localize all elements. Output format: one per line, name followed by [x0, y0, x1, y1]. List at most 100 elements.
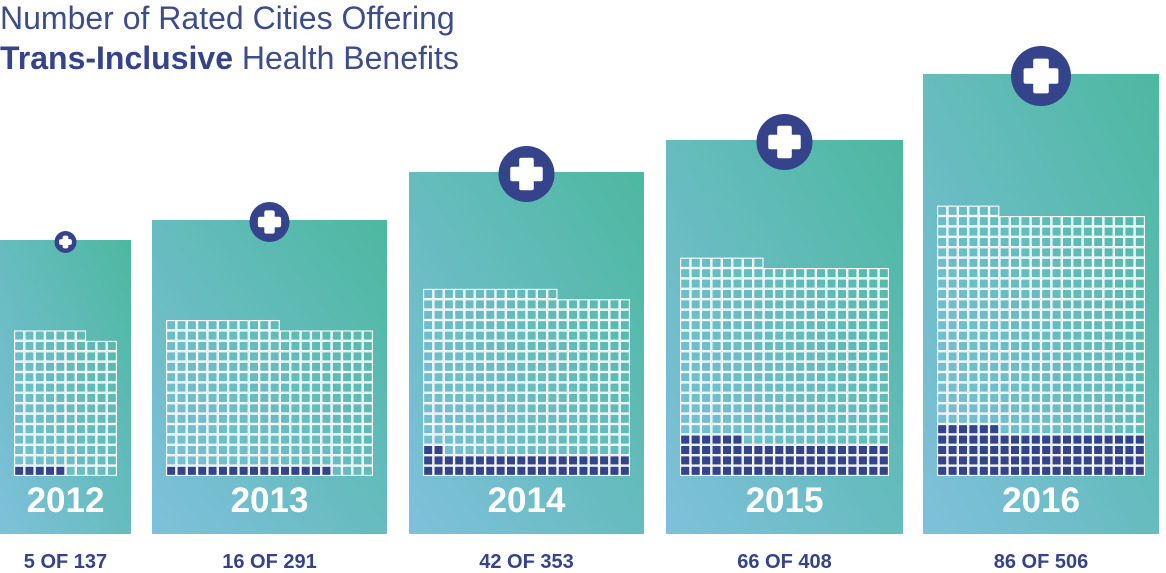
empty-cell	[784, 330, 795, 341]
empty-cell	[700, 392, 712, 404]
empty-cell	[269, 372, 280, 383]
empty-cell	[310, 455, 322, 466]
empty-cell	[815, 413, 827, 424]
empty-cell	[598, 351, 610, 362]
empty-cell	[526, 288, 537, 300]
empty-cell	[1041, 247, 1052, 258]
empty-cell	[24, 340, 35, 352]
filled-cell	[1020, 465, 1031, 476]
empty-cell	[794, 299, 806, 310]
empty-cell	[1113, 351, 1125, 362]
empty-cell	[836, 330, 848, 341]
empty-cell	[65, 372, 76, 383]
filled-cell	[1124, 455, 1135, 466]
empty-cell	[947, 247, 958, 258]
empty-cell	[598, 330, 610, 341]
empty-cell	[947, 236, 958, 248]
empty-cell	[1082, 424, 1093, 435]
empty-cell	[588, 330, 599, 341]
empty-cell	[721, 257, 733, 268]
empty-cell	[805, 413, 816, 424]
empty-cell	[1041, 288, 1052, 300]
empty-cell	[454, 434, 465, 445]
empty-cell	[75, 382, 87, 393]
empty-cell	[474, 351, 486, 362]
filled-cell	[1030, 444, 1041, 456]
filled-cell	[999, 465, 1010, 476]
filled-cell	[464, 465, 475, 476]
empty-cell	[44, 424, 56, 435]
medical-cross-icon	[1011, 46, 1071, 106]
empty-cell	[609, 382, 620, 393]
empty-cell	[331, 330, 342, 341]
empty-cell	[516, 351, 527, 362]
empty-cell	[1082, 278, 1093, 289]
empty-cell	[690, 382, 701, 393]
empty-cell	[588, 361, 599, 372]
filled-cell	[989, 455, 1000, 466]
empty-cell	[55, 403, 66, 414]
empty-cell	[1072, 257, 1083, 268]
empty-cell	[690, 424, 701, 435]
empty-cell	[495, 361, 506, 372]
empty-cell	[290, 413, 301, 424]
empty-cell	[24, 455, 35, 466]
empty-cell	[96, 382, 107, 393]
empty-cell	[464, 340, 475, 352]
empty-cell	[65, 413, 76, 424]
empty-cell	[784, 309, 795, 320]
empty-cell	[495, 372, 506, 383]
empty-cell	[1093, 413, 1104, 424]
filled-cell	[732, 444, 743, 456]
empty-cell	[989, 247, 1000, 258]
empty-cell	[1009, 330, 1021, 341]
empty-cell	[1082, 372, 1093, 383]
filled-cell	[290, 465, 301, 476]
empty-cell	[75, 403, 87, 414]
empty-cell	[857, 413, 869, 424]
empty-cell	[1134, 372, 1145, 383]
empty-cell	[321, 444, 332, 456]
empty-cell	[1051, 392, 1062, 404]
empty-cell	[1072, 351, 1083, 362]
empty-cell	[700, 413, 712, 424]
empty-cell	[999, 236, 1010, 248]
empty-cell	[352, 351, 363, 362]
empty-cell	[176, 351, 187, 362]
empty-cell	[341, 351, 353, 362]
bar-panel	[152, 220, 387, 534]
filled-cell	[536, 465, 548, 476]
empty-cell	[217, 351, 229, 362]
empty-cell	[711, 268, 722, 279]
empty-cell	[1082, 351, 1093, 362]
empty-cell	[836, 361, 848, 372]
empty-cell	[259, 403, 270, 414]
empty-cell	[423, 382, 434, 393]
empty-cell	[805, 330, 816, 341]
empty-cell	[1072, 372, 1083, 383]
empty-cell	[1030, 299, 1041, 310]
empty-cell	[423, 320, 434, 331]
empty-cell	[774, 392, 785, 404]
empty-cell	[567, 309, 579, 320]
empty-cell	[238, 320, 249, 331]
empty-cell	[197, 424, 208, 435]
empty-cell	[464, 392, 475, 404]
empty-cell	[1082, 340, 1093, 352]
empty-cell	[197, 444, 208, 456]
empty-cell	[536, 320, 548, 331]
empty-cell	[836, 340, 848, 352]
empty-cell	[86, 382, 97, 393]
empty-cell	[526, 361, 537, 372]
filled-cell	[763, 455, 775, 466]
empty-cell	[1061, 288, 1073, 300]
empty-cell	[968, 372, 979, 383]
empty-cell	[619, 330, 630, 341]
empty-cell	[794, 330, 806, 341]
filled-cell	[588, 455, 599, 466]
empty-cell	[742, 392, 754, 404]
empty-cell	[753, 288, 764, 300]
empty-cell	[968, 247, 979, 258]
empty-cell	[34, 361, 45, 372]
empty-cell	[763, 372, 775, 383]
